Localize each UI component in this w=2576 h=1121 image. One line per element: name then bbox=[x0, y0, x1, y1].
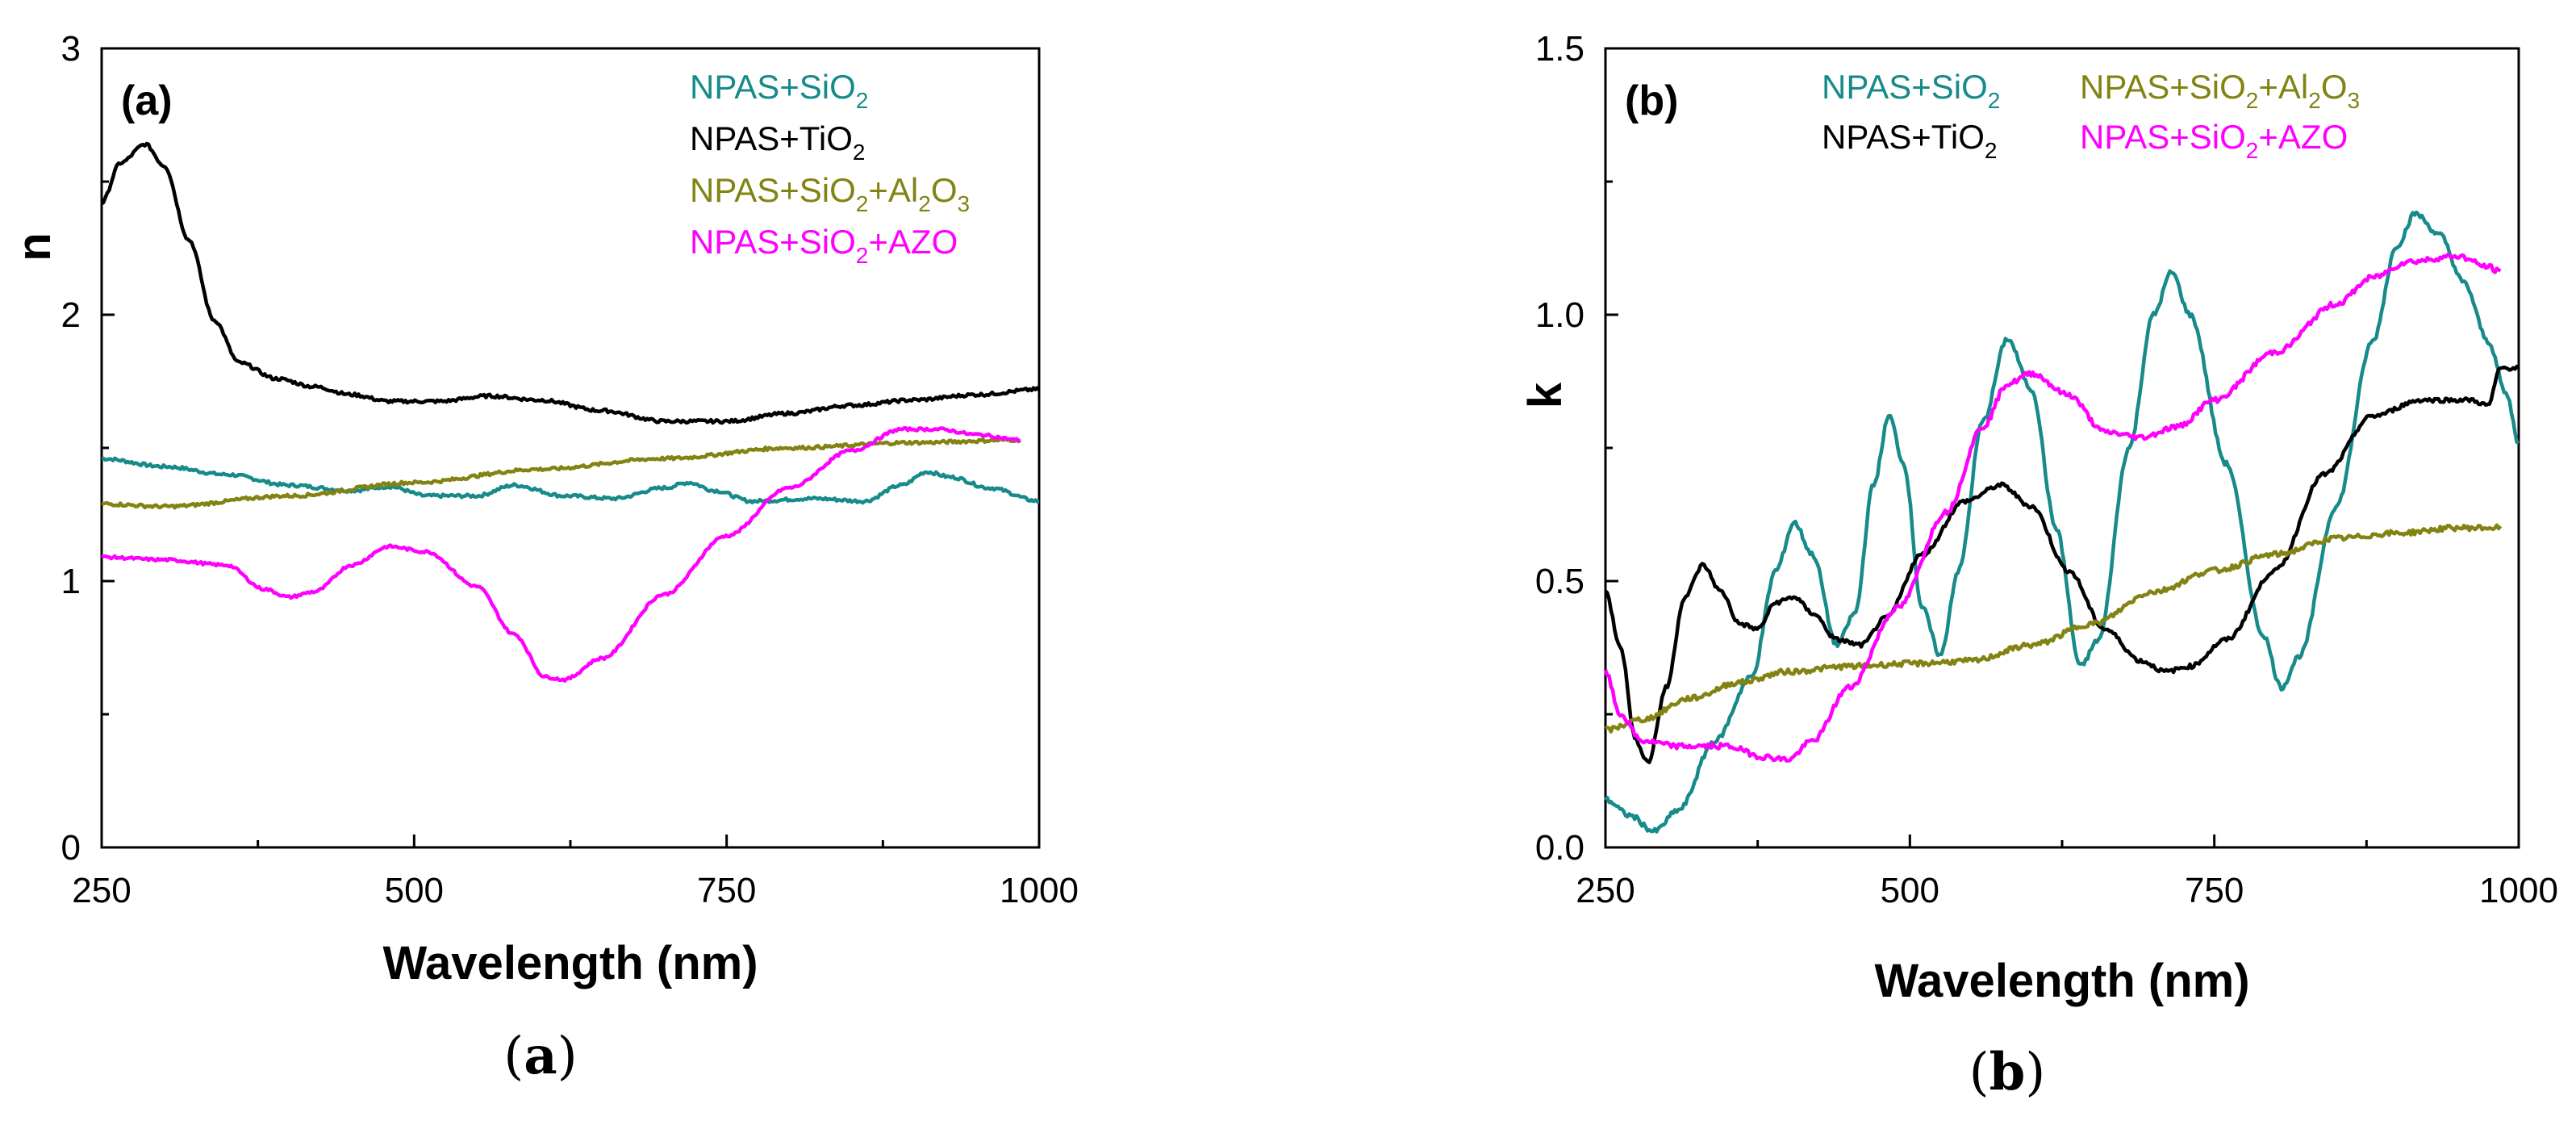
ticks-b: 250 500 750 1000 0.0 0.5 1.0 1.5 bbox=[1535, 29, 2558, 910]
series-line-b-3 bbox=[1603, 253, 2502, 763]
panel-label-b: (b) bbox=[1625, 77, 1678, 124]
y-tick-label-b-2: 1.0 bbox=[1535, 295, 1584, 335]
legend-part-a-2-5: 3 bbox=[958, 191, 971, 216]
x-tick-label-a-0: 250 bbox=[72, 871, 131, 910]
x-tick-label-b-2: 750 bbox=[2185, 871, 2244, 910]
legend-part-a-0-0: NPAS+SiO bbox=[690, 68, 856, 106]
legend-part-a-3-0: NPAS+SiO bbox=[690, 223, 856, 261]
legend-part-b-0-1: 2 bbox=[1988, 88, 2001, 113]
series-layer-a bbox=[100, 141, 1041, 683]
plot-frame-b bbox=[1604, 47, 2520, 849]
legend-entry-b-3: NPAS+SiO2+AZO bbox=[2080, 118, 2348, 163]
legend-part-b-2-0: NPAS+SiO bbox=[2080, 68, 2246, 106]
x-tick-label-b-0: 250 bbox=[1576, 871, 1635, 910]
legend-entry-a-3: NPAS+SiO2+AZO bbox=[690, 223, 958, 268]
legend-part-b-2-1: 2 bbox=[2246, 88, 2259, 113]
legend-part-a-2-4: O bbox=[931, 171, 958, 209]
x-tick-label-b-1: 500 bbox=[1881, 871, 1939, 910]
ticks-a: 250 500 750 1000 0 1 2 3 bbox=[61, 29, 1079, 910]
y-axis-label-b: k bbox=[1519, 382, 1572, 408]
panel-label-a: (a) bbox=[121, 77, 173, 124]
plot-frame-a bbox=[100, 47, 1041, 849]
x-axis-label-b: Wavelength (nm) bbox=[1874, 955, 2249, 1007]
legend-part-b-3-1: 2 bbox=[2246, 138, 2259, 163]
y-tick-label-a-3: 3 bbox=[61, 29, 81, 69]
caption-b-close: ) bbox=[2025, 1043, 2045, 1102]
legend-entry-b-1: NPAS+TiO2 bbox=[1822, 118, 1997, 163]
legend-entry-b-0: NPAS+SiO2 bbox=[1822, 68, 2000, 113]
legend-part-b-2-3: 2 bbox=[2308, 88, 2321, 113]
y-tick-label-b-1: 0.5 bbox=[1535, 562, 1584, 601]
legend-entry-a-2: NPAS+SiO2+Al2O3 bbox=[690, 171, 970, 216]
legend-entry-b-2: NPAS+SiO2+Al2O3 bbox=[2080, 68, 2360, 113]
caption-a-open: ( bbox=[503, 1027, 524, 1086]
x-axis-label-a: Wavelength (nm) bbox=[382, 937, 758, 989]
series-line-a-0 bbox=[101, 456, 1040, 505]
caption-b: (b) bbox=[1969, 1042, 2046, 1102]
series-line-b-1 bbox=[1604, 364, 2520, 764]
caption-b-open: ( bbox=[1969, 1043, 1989, 1102]
legend-part-b-2-5: 3 bbox=[2348, 88, 2361, 113]
y-tick-label-a-0: 0 bbox=[61, 828, 81, 868]
legend-part-b-0-0: NPAS+SiO bbox=[1822, 68, 1988, 106]
caption-a-close: ) bbox=[557, 1027, 578, 1086]
caption-a: (a) bbox=[503, 1026, 577, 1086]
legend-part-b-2-4: O bbox=[2321, 68, 2348, 106]
x-tick-label-a-3: 1000 bbox=[1000, 871, 1079, 910]
legend-part-a-3-2: +AZO bbox=[868, 223, 958, 261]
y-tick-label-a-2: 2 bbox=[61, 295, 81, 335]
legend-a: NPAS+SiO2NPAS+TiO2NPAS+SiO2+Al2O3NPAS+Si… bbox=[690, 68, 970, 268]
legend-part-a-2-0: NPAS+SiO bbox=[690, 171, 856, 209]
series-line-a-1 bbox=[100, 141, 1041, 425]
legend-part-b-3-0: NPAS+SiO bbox=[2080, 118, 2246, 156]
panel-b: 250 500 750 1000 0.0 0.5 1.0 1.5 (b) k Waveleng… bbox=[1519, 29, 2558, 1102]
y-tick-label-b-0: 0.0 bbox=[1535, 828, 1584, 868]
legend-b: NPAS+SiO2NPAS+TiO2NPAS+SiO2+Al2O3NPAS+Si… bbox=[1822, 68, 2360, 163]
series-layer-b bbox=[1603, 210, 2520, 834]
legend-part-a-0-1: 2 bbox=[856, 88, 869, 113]
series-line-b-0 bbox=[1604, 210, 2520, 834]
legend-part-a-1-1: 2 bbox=[853, 140, 866, 165]
legend-part-a-3-1: 2 bbox=[856, 243, 869, 268]
legend-part-a-2-2: +Al bbox=[868, 171, 918, 209]
series-line-b-2 bbox=[1605, 523, 2503, 734]
legend-part-a-2-1: 2 bbox=[856, 191, 869, 216]
legend-entry-a-0: NPAS+SiO2 bbox=[690, 68, 868, 113]
y-tick-label-a-1: 1 bbox=[61, 562, 81, 601]
x-tick-label-a-2: 750 bbox=[697, 871, 756, 910]
y-tick-label-b-3: 1.5 bbox=[1535, 29, 1584, 69]
series-line-a-3 bbox=[101, 426, 1021, 683]
caption-a-letter: a bbox=[524, 1026, 557, 1086]
legend-part-b-3-2: +AZO bbox=[2258, 118, 2348, 156]
legend-part-b-1-1: 2 bbox=[1985, 138, 1998, 163]
x-tick-label-b-3: 1000 bbox=[2479, 871, 2558, 910]
legend-part-a-1-0: NPAS+TiO bbox=[690, 119, 853, 157]
legend-part-b-2-2: +Al bbox=[2258, 68, 2308, 106]
legend-part-a-2-3: 2 bbox=[918, 191, 931, 216]
y-axis-label-a: n bbox=[8, 232, 61, 261]
x-tick-label-a-1: 500 bbox=[385, 871, 444, 910]
legend-part-b-1-0: NPAS+TiO bbox=[1822, 118, 1985, 156]
caption-b-letter: b bbox=[1989, 1042, 2026, 1102]
legend-entry-a-1: NPAS+TiO2 bbox=[690, 119, 865, 165]
